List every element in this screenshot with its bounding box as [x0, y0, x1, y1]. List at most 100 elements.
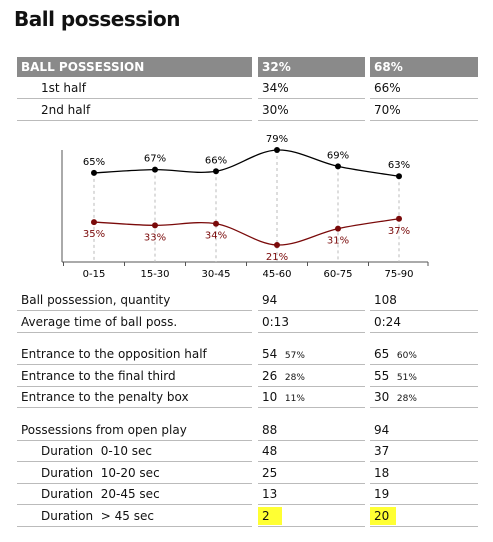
row-rule	[258, 461, 365, 462]
value-label: 35%	[83, 229, 105, 240]
cell: 37	[374, 441, 389, 461]
cell-part: 55	[374, 368, 390, 383]
cell: Duration 10-20 sec	[41, 463, 160, 483]
cell-part: 94	[374, 422, 390, 437]
header-cell: BALL POSSESSION	[17, 57, 252, 77]
cell: 65 60%	[374, 344, 417, 366]
cell-part: 20	[374, 508, 390, 523]
cell: Ball possession, quantity	[21, 290, 170, 310]
row-rule	[17, 120, 252, 121]
cell-part: 26	[262, 368, 278, 383]
row-rule	[258, 482, 365, 484]
row-rule	[17, 310, 252, 311]
header-cell: 32%	[258, 57, 365, 77]
cell: Duration 0-10 sec	[41, 441, 152, 461]
highlight	[370, 506, 396, 525]
point	[152, 166, 158, 173]
cell: 94	[374, 420, 389, 440]
row-rule	[370, 504, 478, 505]
row-rule	[258, 385, 365, 387]
cell-part: 51%	[396, 372, 417, 383]
cell: 54 57%	[262, 344, 305, 366]
cell: 94	[262, 290, 277, 310]
x-tick-label: 30-45	[201, 269, 230, 280]
row-rule	[17, 407, 252, 408]
row-rule	[370, 310, 478, 311]
x-tick-label: 45-60	[262, 269, 291, 280]
series-line	[93, 218, 400, 246]
cell: 13	[262, 484, 277, 504]
row-rule	[370, 407, 478, 408]
row-rule	[17, 385, 252, 387]
cell: 66%	[374, 78, 401, 98]
cell-part: Duration 0-10 sec	[41, 444, 153, 458]
point	[213, 168, 219, 175]
row-rule	[17, 331, 252, 333]
cell-part: 13	[262, 487, 278, 501]
point	[274, 147, 280, 153]
cell: Duration 20-45 sec	[41, 484, 160, 504]
cell: 1st half	[41, 78, 86, 98]
cell-part: 88	[262, 422, 278, 437]
cell-part: Duration 10-20 sec	[41, 465, 160, 480]
cell: 19	[374, 484, 389, 504]
cell-part: Entrance to the final third	[21, 368, 176, 383]
cell: 30%	[262, 100, 289, 120]
cell: 25	[262, 463, 277, 483]
x-tick-label: 15-30	[140, 269, 169, 280]
row-rule	[17, 439, 252, 441]
x-tick-label: 60-75	[323, 269, 352, 280]
cell-part: Ball possession, quantity	[21, 293, 171, 307]
cell-part: 65	[374, 347, 390, 361]
cell-part: 28%	[284, 372, 305, 383]
cell-part: Average time of ball poss.	[21, 314, 178, 329]
cell: 30 28%	[374, 387, 417, 409]
row-rule	[370, 120, 478, 121]
row-rule	[370, 98, 478, 99]
cell: 10 11%	[262, 387, 305, 409]
value-label: 33%	[144, 232, 166, 243]
cell-part: 70%	[374, 103, 401, 117]
header-cell: 68%	[370, 57, 478, 77]
value-label: 67%	[144, 154, 166, 165]
cell-part: 2nd half	[41, 103, 91, 117]
point	[213, 220, 219, 227]
cell: 108	[374, 290, 397, 310]
cell: Entrance to the final third	[21, 366, 176, 386]
cell: 48	[262, 441, 277, 461]
cell-part: 108	[374, 293, 397, 307]
cell: Duration > 45 sec	[41, 506, 154, 526]
page-title: Ball possession	[14, 7, 181, 31]
row-rule	[258, 407, 365, 408]
cell-part: 34%	[262, 81, 289, 95]
cell-part: 94	[262, 293, 278, 307]
value-label: 21%	[266, 252, 288, 263]
cell-part: 48	[262, 444, 278, 458]
cell-part: 30%	[262, 103, 289, 117]
cell: 0:13	[262, 312, 289, 332]
value-label: 66%	[205, 155, 227, 166]
value-label: 69%	[327, 150, 349, 161]
row-rule	[370, 439, 478, 441]
cell-part: 25	[262, 465, 278, 480]
value-label: 63%	[388, 160, 410, 171]
cell-part: 18	[374, 465, 390, 480]
row-rule	[370, 385, 478, 387]
cell-part: 66%	[374, 81, 401, 95]
cell-part: 54	[262, 347, 278, 361]
cell-part: 0:24	[374, 314, 401, 329]
cell-part: 30	[374, 390, 390, 404]
point	[396, 173, 402, 180]
cell-part: 10	[262, 390, 278, 404]
cell: 18	[374, 463, 389, 483]
row-rule	[258, 331, 365, 333]
value-label: 37%	[388, 226, 410, 237]
row-rule	[258, 504, 365, 505]
point	[91, 219, 97, 226]
cell-part: Duration > 45 sec	[41, 508, 154, 523]
cell-part: Possessions from open play	[21, 422, 187, 437]
cell-part: 1st half	[41, 81, 86, 95]
row-rule	[258, 525, 365, 527]
